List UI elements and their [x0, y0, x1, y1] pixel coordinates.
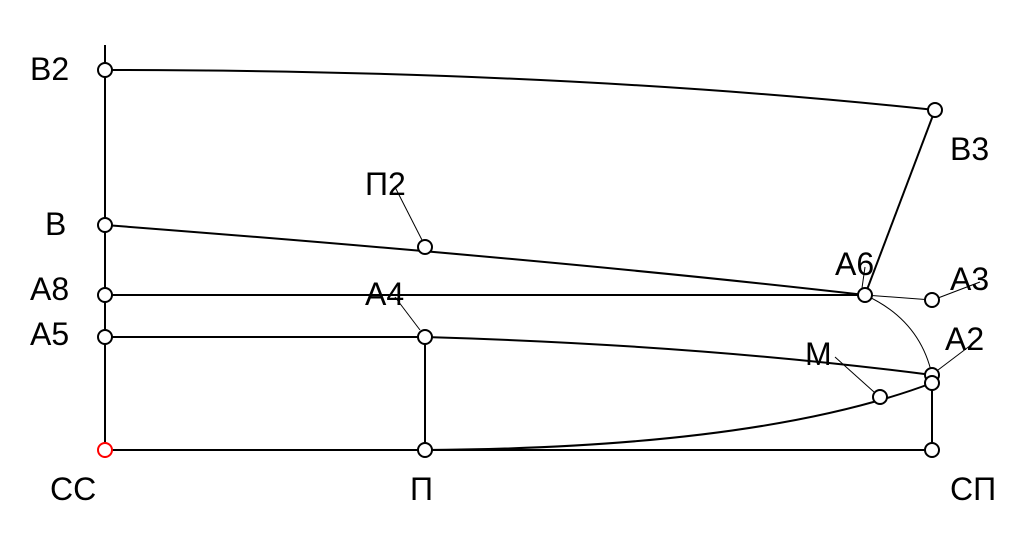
- point-P2: [418, 240, 432, 254]
- label-A3: А3: [950, 261, 989, 297]
- curve-B2-B3: [105, 70, 935, 110]
- point-M: [873, 390, 887, 404]
- curve-P-A2b: [425, 383, 932, 450]
- point-A4: [418, 330, 432, 344]
- point-B2: [98, 63, 112, 77]
- point-P: [418, 443, 432, 457]
- point-A8: [98, 288, 112, 302]
- label-M: М: [805, 336, 832, 372]
- point-A5: [98, 330, 112, 344]
- point-A2b: [925, 376, 939, 390]
- label-P2: П2: [365, 166, 406, 202]
- point-B: [98, 218, 112, 232]
- point-B3: [928, 103, 942, 117]
- label-A4: А4: [365, 276, 404, 312]
- leader-layer: [395, 187, 980, 392]
- curve-B-A6: [105, 225, 865, 295]
- label-B: В: [45, 206, 66, 242]
- label-A6: А6: [835, 246, 874, 282]
- label-layer: СС В2 В А8 А5 П А4 П2 СП А2 А3 М А6 В3: [30, 51, 996, 507]
- segment-A6-A3: [865, 295, 932, 300]
- label-P: П: [410, 471, 433, 507]
- label-A5: А5: [30, 316, 69, 352]
- geometry-layer: [105, 45, 935, 458]
- point-CC: [98, 443, 112, 457]
- label-A2: А2: [945, 321, 984, 357]
- label-B2: В2: [30, 51, 69, 87]
- curve-A6-A2: [865, 295, 932, 375]
- pattern-diagram: СС В2 В А8 А5 П А4 П2 СП А2 А3 М А6 В3: [0, 0, 1024, 544]
- point-A3: [925, 293, 939, 307]
- label-B3: В3: [950, 131, 989, 167]
- segment-B3-A6: [865, 110, 935, 295]
- label-A8: А8: [30, 271, 69, 307]
- label-SP: СП: [950, 471, 996, 507]
- leader-M: [835, 357, 874, 392]
- point-A6: [858, 288, 872, 302]
- curve-A4-A2: [425, 337, 932, 375]
- label-CC: СС: [50, 471, 96, 507]
- point-SP: [925, 443, 939, 457]
